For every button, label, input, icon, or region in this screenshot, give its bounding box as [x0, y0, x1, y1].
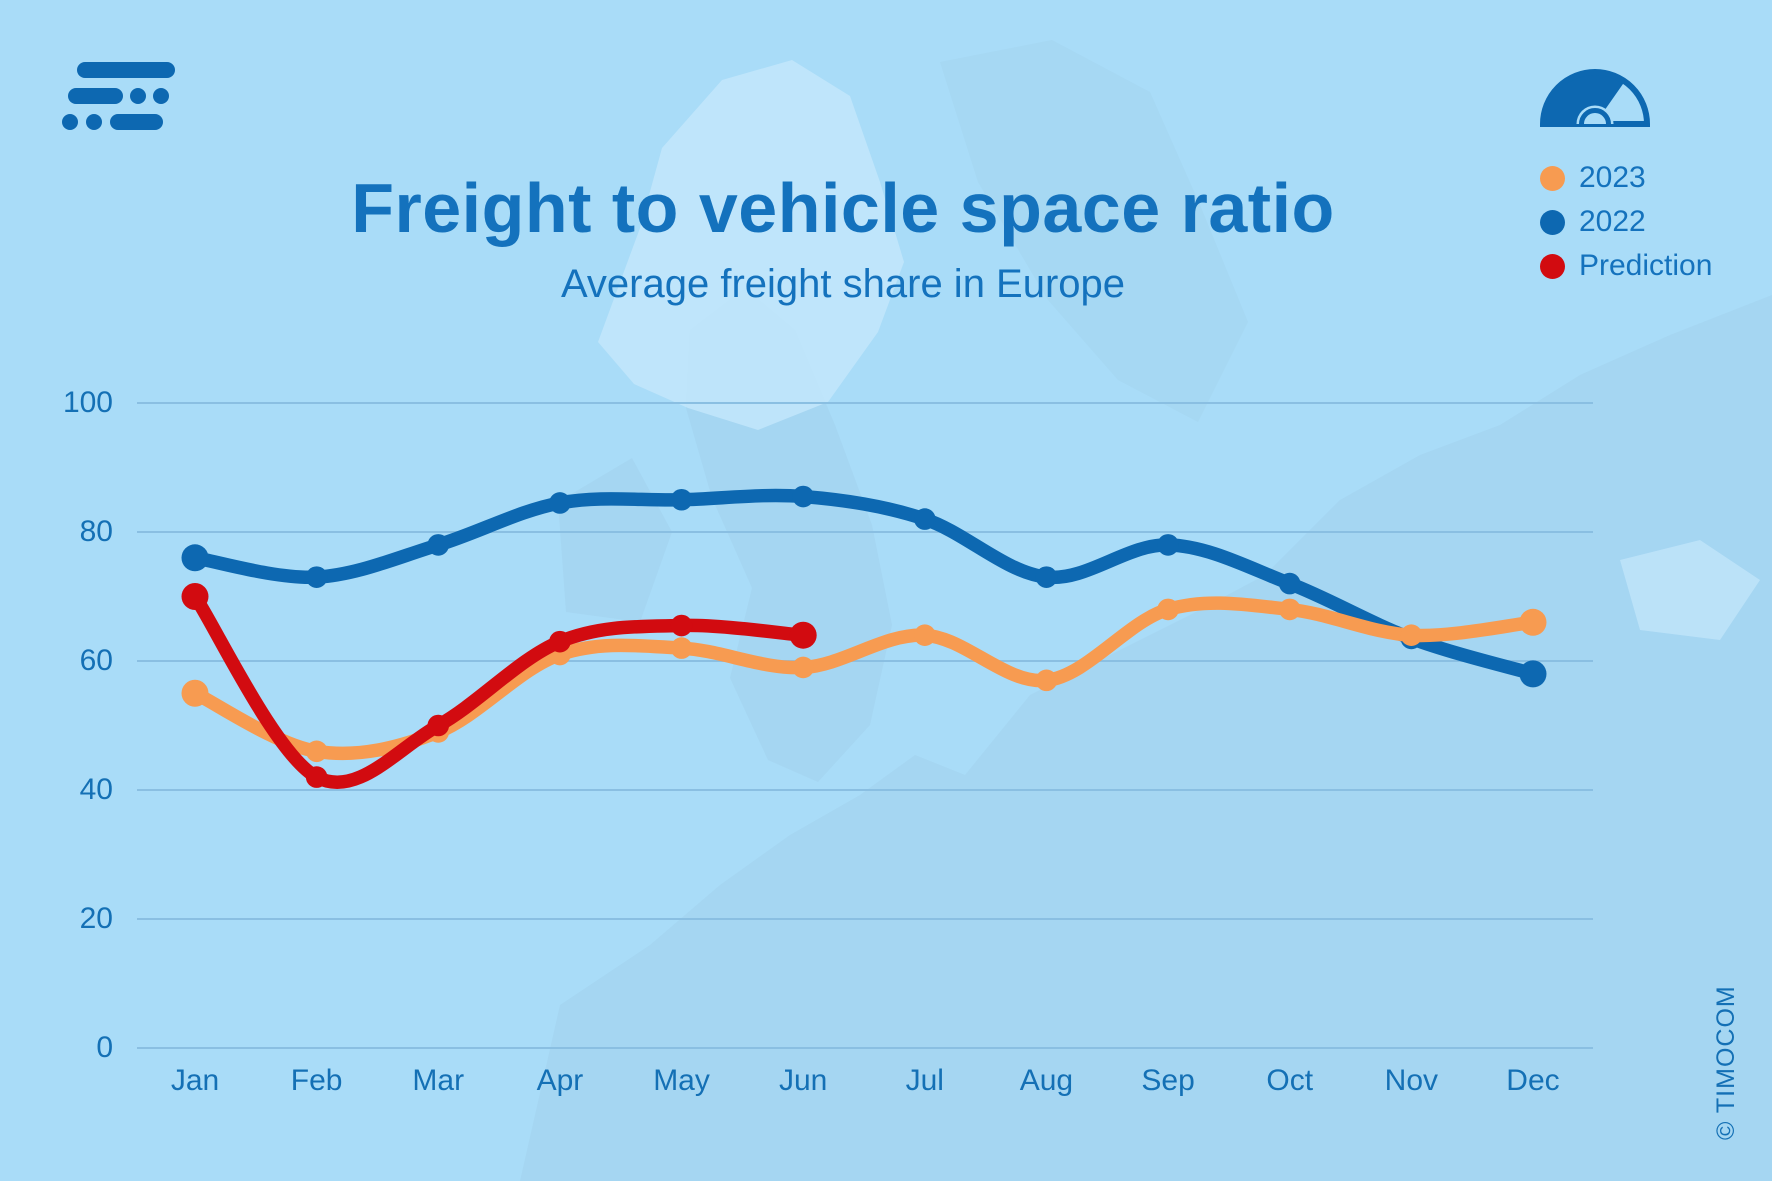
- legend-item-2023: 2023: [1540, 156, 1712, 200]
- copyright-note: © TIMOCOM: [1712, 985, 1740, 1140]
- series-point-Prediction-May: [670, 614, 693, 637]
- series-point-2022-Jun: [792, 485, 814, 508]
- legend-label: Prediction: [1579, 249, 1713, 282]
- series-point-Prediction-Feb: [305, 766, 328, 788]
- x-tick-label-Nov: Nov: [1384, 1064, 1439, 1097]
- legend-dot-prediction: [1540, 253, 1565, 279]
- y-tick-label-60: 60: [79, 644, 113, 677]
- x-tick-label-Mar: Mar: [412, 1064, 465, 1097]
- series-line-2023: [188, 596, 1540, 761]
- series-point-2023-Jan: [181, 679, 209, 707]
- series-point-2022-Dec: [1519, 660, 1547, 688]
- logo-dot: [86, 114, 102, 130]
- y-tick-label-40: 40: [79, 773, 113, 806]
- logo-dot: [153, 88, 169, 104]
- legend-item-prediction: Prediction: [1540, 244, 1712, 288]
- logo-row: [62, 114, 175, 130]
- legend-dot-2023: [1540, 165, 1565, 191]
- series-point-2023-Nov: [1400, 624, 1423, 646]
- series-point-Prediction-Jun: [789, 621, 817, 649]
- speedometer-outline: [1539, 69, 1651, 127]
- speedometer-hub-arc: [1579, 108, 1611, 125]
- series-point-2023-May: [670, 637, 693, 659]
- series-point-2022-Jan: [181, 544, 209, 572]
- timocom-logo-icon: [62, 62, 175, 130]
- series-point-2022-Feb: [305, 566, 328, 588]
- series-point-2022-Jul: [914, 508, 936, 530]
- x-tick-label-Feb: Feb: [290, 1064, 343, 1097]
- series-line-2022: [188, 488, 1540, 681]
- logo-dot: [130, 88, 146, 104]
- legend: 2023 2022 Prediction: [1540, 156, 1712, 288]
- logo-row: [77, 62, 175, 78]
- speedometer-hub-cutout: [1576, 105, 1614, 124]
- page-title: Freight to vehicle space ratio: [351, 169, 1335, 247]
- legend-label: 2023: [1579, 161, 1646, 194]
- x-tick-label-Jun: Jun: [778, 1064, 828, 1097]
- series-point-2023-Dec: [1519, 608, 1547, 636]
- series-point-2022-Aug: [1035, 566, 1058, 588]
- page-subtitle: Average freight share in Europe: [560, 262, 1126, 306]
- x-tick-label-Apr: Apr: [536, 1064, 584, 1097]
- y-tick-label-0: 0: [96, 1031, 113, 1064]
- series-point-2023-Aug: [1035, 669, 1058, 692]
- series-point-2022-May: [670, 488, 693, 511]
- x-tick-label-Jul: Jul: [905, 1064, 944, 1097]
- series-point-Prediction-Apr: [549, 630, 571, 653]
- speedometer-icon: [1539, 69, 1651, 127]
- legend-dot-2022: [1540, 209, 1565, 235]
- x-tick-label-Oct: Oct: [1266, 1064, 1314, 1097]
- series-point-2023-Sep: [1157, 598, 1179, 621]
- x-tick-label-Sep: Sep: [1141, 1064, 1195, 1097]
- y-tick-label-20: 20: [79, 902, 113, 935]
- logo-bar: [68, 88, 123, 104]
- x-tick-label-Aug: Aug: [1019, 1064, 1074, 1097]
- legend-item-2022: 2022: [1540, 200, 1712, 244]
- x-tick-label-Dec: Dec: [1506, 1064, 1560, 1097]
- series-point-2023-Jul: [914, 624, 936, 646]
- series-point-2022-Mar: [427, 534, 450, 556]
- logo-dot: [62, 114, 78, 130]
- series-point-Prediction-Mar: [427, 714, 450, 737]
- logo-bar: [77, 62, 175, 78]
- logo-row: [68, 88, 175, 104]
- series-line-Prediction: [188, 589, 810, 790]
- series-point-2022-Apr: [549, 492, 571, 514]
- series-point-2022-Oct: [1278, 572, 1301, 595]
- series-point-Prediction-Jan: [181, 583, 209, 610]
- series-point-2023-Oct: [1278, 598, 1301, 621]
- series-point-2023-Jun: [792, 656, 814, 679]
- x-tick-label-Jan: Jan: [170, 1064, 220, 1097]
- series-point-2022-Sep: [1157, 534, 1179, 556]
- series-point-2023-Feb: [305, 740, 328, 763]
- x-tick-label-May: May: [653, 1064, 710, 1097]
- y-tick-label-80: 80: [79, 515, 113, 548]
- legend-label: 2022: [1579, 205, 1646, 238]
- y-tick-label-100: 100: [62, 386, 113, 419]
- logo-bar: [110, 114, 163, 130]
